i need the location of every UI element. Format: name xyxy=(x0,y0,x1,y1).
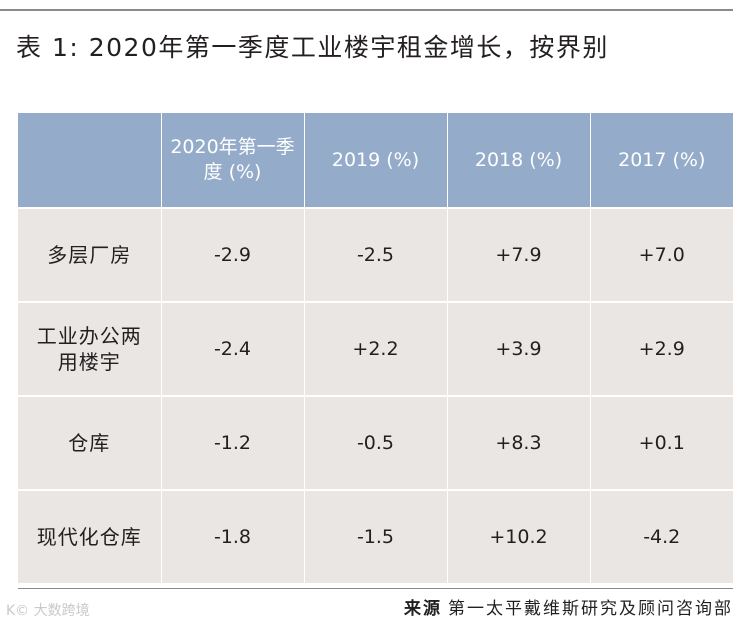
row-label: 现代化仓库 xyxy=(18,490,162,585)
source-note: 来源 第一太平戴维斯研究及顾问咨询部 xyxy=(404,594,733,619)
table-cell: +7.9 xyxy=(447,208,591,303)
table-cell: +7.0 xyxy=(590,208,733,303)
table-cell: +0.1 xyxy=(590,396,733,491)
table-row: 多层厂房 -2.9 -2.5 +7.9 +7.0 xyxy=(18,208,733,303)
table-cell: -1.2 xyxy=(161,396,305,491)
rent-growth-table: 2020年第一季度 (%) 2019 (%) 2018 (%) 2017 (%)… xyxy=(18,113,733,585)
header-cell-sector xyxy=(18,113,162,209)
table-cell: +2.2 xyxy=(304,302,448,397)
table-cell: -2.4 xyxy=(161,302,305,397)
header-row: 2020年第一季度 (%) 2019 (%) 2018 (%) 2017 (%) xyxy=(18,113,733,209)
bottom-divider xyxy=(18,588,733,589)
table-cell: +8.3 xyxy=(447,396,591,491)
table-row: 工业办公两用楼宇 -2.4 +2.2 +3.9 +2.9 xyxy=(18,302,733,397)
row-label: 多层厂房 xyxy=(18,208,162,303)
row-label: 仓库 xyxy=(18,396,162,491)
table-cell: +3.9 xyxy=(447,302,591,397)
header-cell-2017: 2017 (%) xyxy=(590,113,733,209)
table-cell: +10.2 xyxy=(447,490,591,585)
row-label-text: 工业办公两用楼宇 xyxy=(36,324,142,374)
header-cell-2019: 2019 (%) xyxy=(304,113,448,209)
watermark: K© 大数跨境 xyxy=(6,603,90,619)
table-row: 仓库 -1.2 -0.5 +8.3 +0.1 xyxy=(18,396,733,491)
top-divider xyxy=(0,9,733,11)
header-cell-2018: 2018 (%) xyxy=(447,113,591,209)
table-cell: +2.9 xyxy=(590,302,733,397)
table-cell: -0.5 xyxy=(304,396,448,491)
table-cell: -1.8 xyxy=(161,490,305,585)
table-cell: -2.9 xyxy=(161,208,305,303)
header-cell-2020q1: 2020年第一季度 (%) xyxy=(161,113,305,209)
row-label: 工业办公两用楼宇 xyxy=(18,302,162,397)
table-title: 表 1: 2020年第一季度工业楼宇租金增长，按界别 xyxy=(16,33,609,62)
source-text: 第一太平戴维斯研究及顾问咨询部 xyxy=(448,599,733,619)
table-cell: -4.2 xyxy=(590,490,733,585)
source-label: 来源 xyxy=(404,599,442,619)
table-cell: -1.5 xyxy=(304,490,448,585)
table-row: 现代化仓库 -1.8 -1.5 +10.2 -4.2 xyxy=(18,490,733,585)
table-cell: -2.5 xyxy=(304,208,448,303)
